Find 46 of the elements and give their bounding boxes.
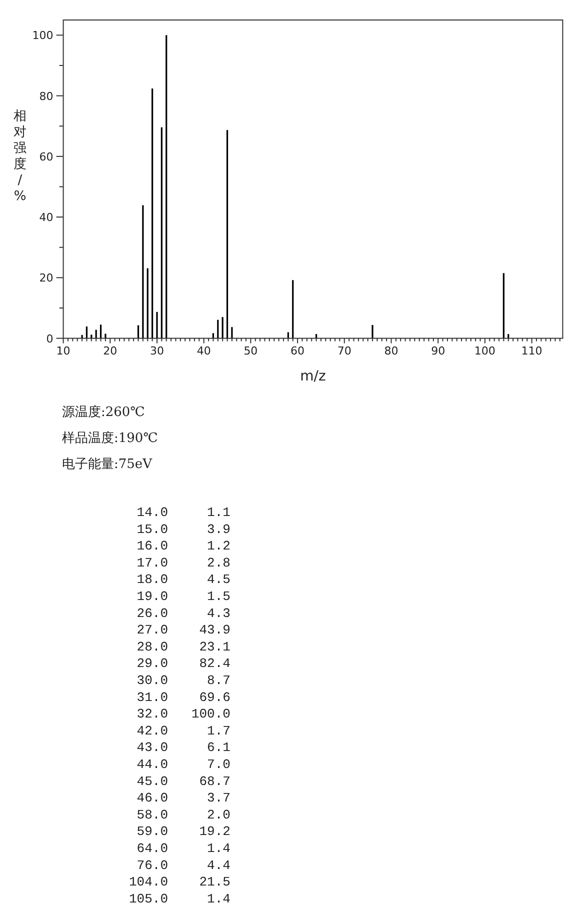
x-tick-label: 70: [337, 344, 352, 358]
x-tick-label: 40: [196, 344, 211, 358]
text: 样品温度:190℃: [62, 430, 158, 446]
text: 46.0 3.7: [129, 790, 230, 806]
x-tick-label: 10: [56, 344, 70, 358]
text: 42.0 1.7: [129, 723, 230, 738]
y-tick-label: 60: [39, 150, 54, 164]
text: 16.0 1.2: [129, 538, 230, 554]
text: 电子能量:75eV: [62, 457, 153, 472]
y-tick-label: 40: [39, 211, 54, 224]
text: 19.0 1.5: [129, 589, 230, 604]
x-tick-label: 30: [150, 344, 164, 358]
text: 14.0 1.1: [129, 505, 231, 520]
text: 105.0 1.4: [129, 891, 231, 906]
text: 43.0 6.1: [129, 740, 231, 756]
y-tick-label: 0: [46, 332, 54, 346]
text: 64.0 1.4: [129, 841, 231, 856]
text: 17.0 2.8: [129, 555, 230, 570]
text: 源温度:260℃: [62, 404, 145, 420]
text: 31.0 69.6: [129, 690, 230, 705]
text: 58.0 2.0: [129, 807, 230, 822]
text: 32.0 100.0: [129, 706, 230, 722]
y-axis-title: 相对强度/%: [14, 109, 26, 204]
y-tick-label: 100: [32, 29, 54, 42]
text: 15.0 3.9: [129, 522, 230, 537]
x-tick-label: 110: [521, 344, 542, 358]
y-tick-label: 80: [39, 90, 54, 103]
text: 30.0 8.7: [129, 673, 230, 688]
text: 45.0 68.7: [129, 774, 230, 789]
text: 18.0 4.5: [129, 572, 230, 588]
text: 76.0 4.4: [129, 858, 231, 873]
text: 26.0 4.3: [129, 606, 230, 621]
x-tick-label: 90: [431, 344, 446, 358]
x-tick-label: 50: [244, 344, 258, 358]
text: 44.0 7.0: [129, 757, 230, 772]
x-tick-label: 20: [103, 344, 118, 358]
text: 29.0 82.4: [129, 656, 231, 672]
x-tick-label: 60: [290, 344, 305, 358]
y-tick-label: 20: [39, 272, 54, 285]
x-tick-label: 80: [384, 344, 398, 358]
x-axis-title: m/z: [300, 368, 326, 384]
text: 104.0 21.5: [129, 874, 230, 890]
x-tick-label: 100: [474, 344, 496, 358]
text: 28.0 23.1: [129, 639, 231, 654]
text: 27.0 43.9: [129, 622, 230, 638]
text: 59.0 19.2: [129, 824, 230, 840]
